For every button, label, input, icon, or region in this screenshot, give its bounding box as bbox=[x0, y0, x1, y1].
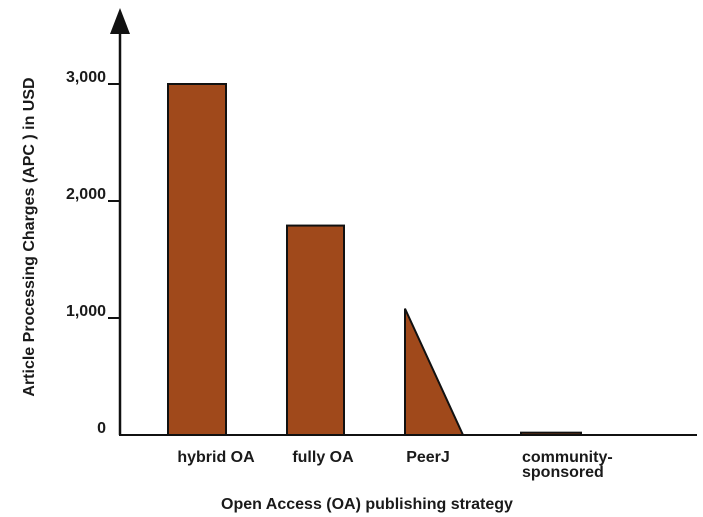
y-axis-arrow bbox=[110, 8, 130, 34]
x-axis-title: Open Access (OA) publishing strategy bbox=[221, 496, 513, 513]
x-tick-labels: hybrid OA fully OA PeerJ community-sponsore… bbox=[177, 449, 612, 481]
x-tick-label: community- bbox=[522, 449, 613, 466]
x-tick-label: PeerJ bbox=[406, 449, 450, 466]
bar-1 bbox=[286, 224, 345, 436]
x-tick-label: hybrid OA bbox=[177, 449, 255, 466]
bar-3 bbox=[520, 431, 582, 437]
y-axis-title: Article Processing Charges (APC ) in USD bbox=[21, 77, 38, 396]
x-tick-label: sponsored bbox=[522, 464, 604, 481]
y-ticks: 0 1,000 2,000 3,000 bbox=[66, 69, 120, 437]
x-tick-label: fully OA bbox=[292, 449, 354, 466]
y-tick-label: 2,000 bbox=[66, 186, 106, 203]
y-tick-label: 3,000 bbox=[66, 69, 106, 86]
bar-2 bbox=[404, 308, 465, 436]
y-tick-label: 0 bbox=[97, 420, 106, 437]
bar-0 bbox=[167, 83, 227, 436]
bars bbox=[167, 83, 582, 437]
y-tick-label: 1,000 bbox=[66, 303, 106, 320]
